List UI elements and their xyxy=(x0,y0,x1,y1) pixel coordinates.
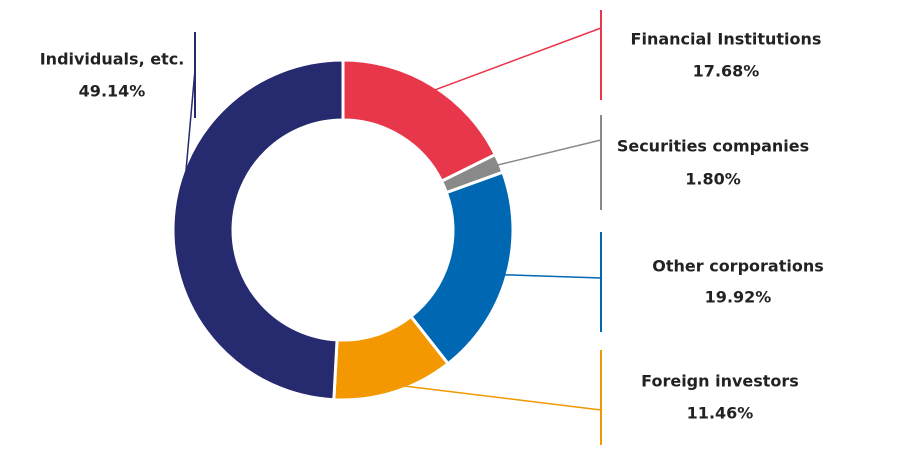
slice-label: Financial Institutions xyxy=(631,30,822,49)
slice-value: 49.14% xyxy=(79,82,146,101)
donut-slice xyxy=(341,58,498,184)
slice-value: 17.68% xyxy=(693,62,760,81)
leader-line xyxy=(498,273,602,279)
slice-label: Individuals, etc. xyxy=(40,50,185,69)
slice-value: 19.92% xyxy=(705,288,772,307)
leader-line xyxy=(428,27,602,94)
slice-label: Other corporations xyxy=(652,257,824,276)
slice-value: 11.46% xyxy=(687,404,754,423)
slice-label: Foreign investors xyxy=(641,372,799,391)
slice-value: 1.80% xyxy=(685,170,741,189)
leader-line xyxy=(391,383,602,411)
leader-line xyxy=(180,69,196,226)
donut-slice xyxy=(171,58,345,402)
leader-line xyxy=(491,139,602,168)
slice-label: Securities companies xyxy=(617,137,809,156)
